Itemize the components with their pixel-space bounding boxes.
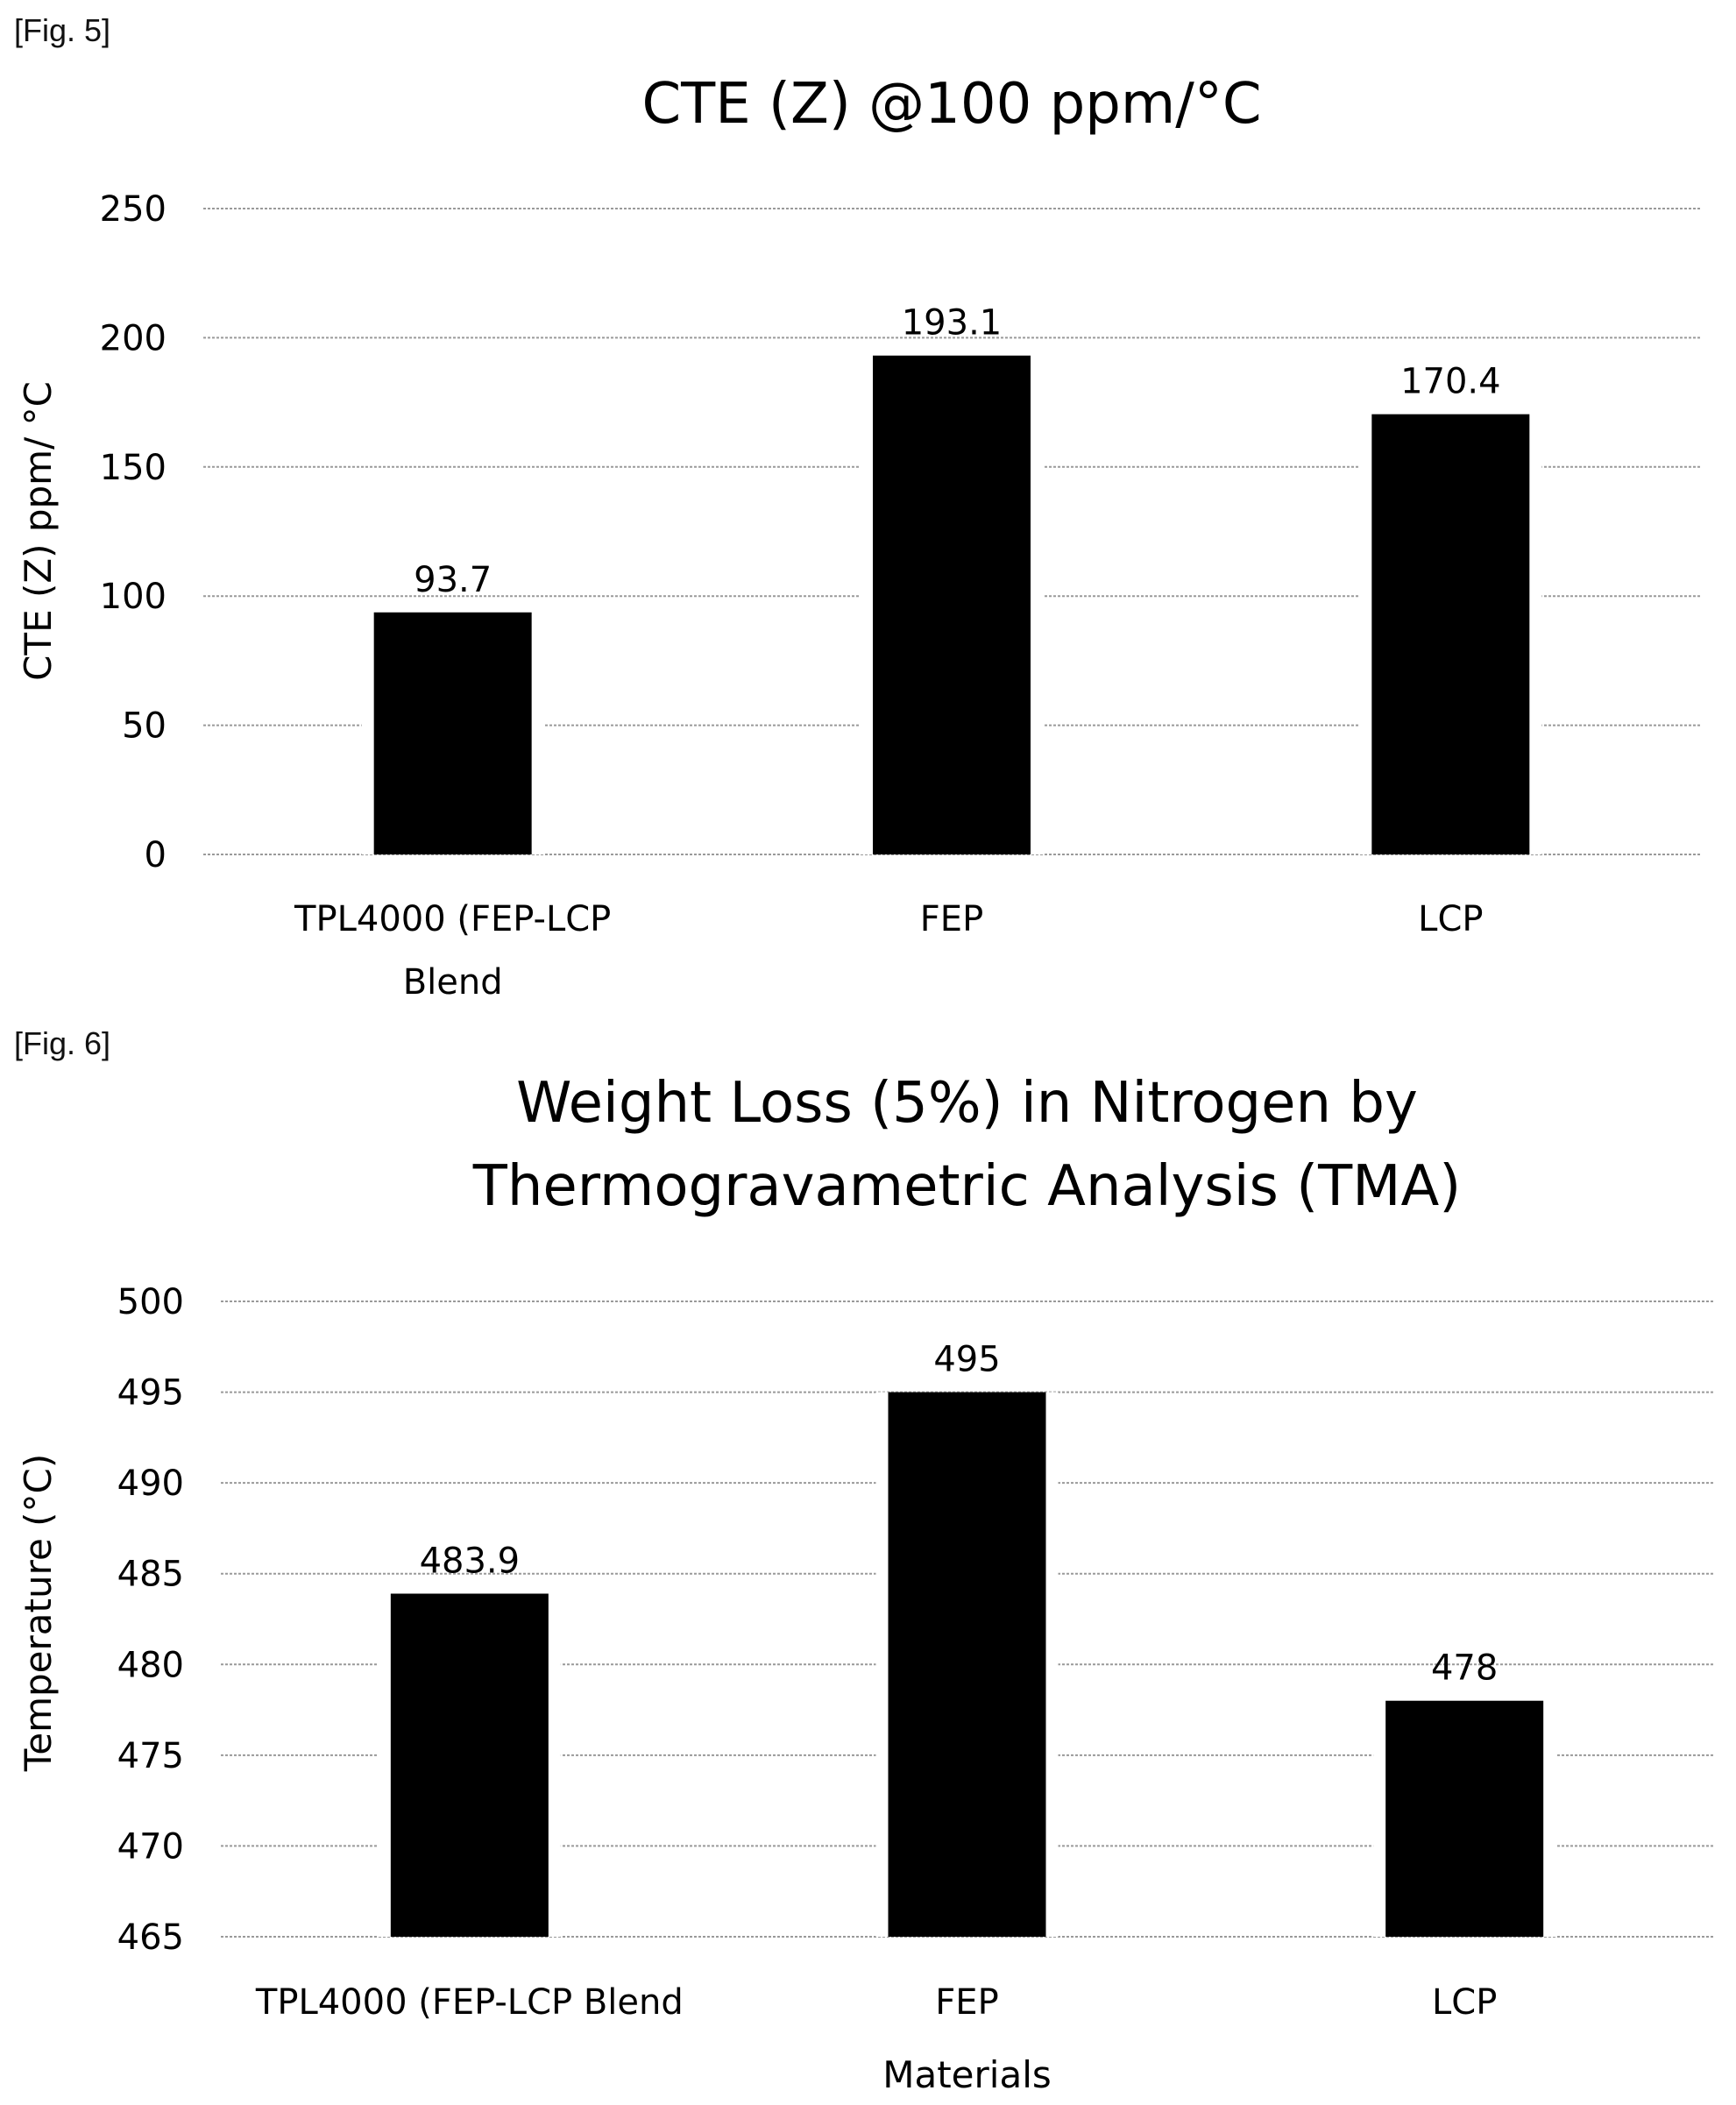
y-tick-label: 470 <box>117 1826 184 1867</box>
y-tick-label: 490 <box>117 1464 184 1504</box>
chart-title: Weight Loss (5%) in Nitrogen by <box>516 1071 1418 1136</box>
x-axis-label: Materials <box>882 2053 1052 2096</box>
category-label: FEP <box>920 899 983 939</box>
y-tick-label: 250 <box>100 189 167 230</box>
figure-5: [Fig. 5] CTE (Z) @100 ppm/°C 0 50 100 150 200… <box>0 0 1736 1017</box>
bar <box>1385 1700 1544 1937</box>
y-axis-label: CTE (Z) ppm/ °C <box>17 381 60 681</box>
chart-title: Thermogravametric Analysis (TMA) <box>472 1154 1461 1219</box>
y-tick-label: 0 <box>145 835 167 875</box>
figure-5-label: [Fig. 5] <box>14 12 111 48</box>
data-label: 93.7 <box>414 560 492 600</box>
bar <box>1371 414 1530 854</box>
y-tick-label: 150 <box>100 448 167 488</box>
data-label: 478 <box>1431 1648 1498 1689</box>
y-axis-label: Temperature (°C) <box>17 1454 60 1773</box>
y-tick-label: 200 <box>100 318 167 358</box>
category-label: TPL4000 (FEP-LCP <box>294 899 611 939</box>
figure-6-label: [Fig. 6] <box>14 1025 111 1061</box>
bar <box>888 1392 1046 1937</box>
category-label: FEP <box>935 1982 998 2023</box>
data-label: 495 <box>933 1340 1000 1380</box>
y-tick-label: 485 <box>117 1555 184 1595</box>
category-label: LCP <box>1432 1982 1497 2023</box>
y-tick-label: 475 <box>117 1736 184 1776</box>
y-tick-label: 465 <box>117 1917 184 1958</box>
data-label: 170.4 <box>1400 362 1501 402</box>
chart-title: CTE (Z) @100 ppm/°C <box>641 72 1261 137</box>
y-tick-label: 50 <box>122 706 167 747</box>
category-label: Blend <box>403 962 503 1003</box>
figure-6: [Fig. 6] Weight Loss (5%) in Nitrogen by… <box>0 1017 1736 2105</box>
category-label: TPL4000 (FEP-LCP Blend <box>255 1982 684 2023</box>
cte-chart: CTE (Z) @100 ppm/°C 0 50 100 150 200 250 CTE (Z… <box>17 72 1700 1003</box>
bar <box>373 612 532 854</box>
data-label: 483.9 <box>420 1542 521 1582</box>
y-tick-label: 100 <box>100 577 167 617</box>
weight-loss-chart: Weight Loss (5%) in Nitrogen by Thermogra… <box>17 1071 1713 2096</box>
bar <box>390 1593 549 1937</box>
bar <box>873 355 1031 854</box>
y-tick-label: 495 <box>117 1373 184 1414</box>
y-tick-label: 500 <box>117 1282 184 1322</box>
y-tick-label: 480 <box>117 1645 184 1685</box>
category-label: LCP <box>1418 899 1483 939</box>
data-label: 193.1 <box>902 303 1003 344</box>
